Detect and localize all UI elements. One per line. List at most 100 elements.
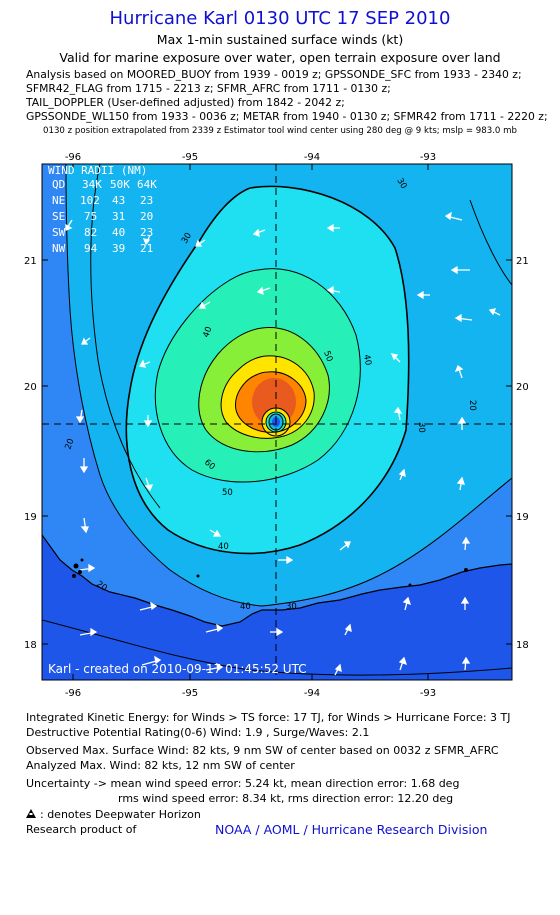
wind-arrow — [390, 353, 401, 363]
wind-radii-cell: 102 — [80, 194, 100, 207]
wind-radii-header-64k: 64K — [137, 178, 157, 191]
lon-tick-bottom: -96 — [65, 688, 81, 699]
wind-arrow — [444, 211, 463, 221]
contour-label: 50 — [222, 488, 233, 498]
wind-arrow — [339, 541, 351, 551]
wind-radii-header-qd: QD — [52, 178, 65, 191]
wind-arrow — [402, 596, 412, 611]
wind-arrow — [460, 596, 470, 610]
wind-arrow — [326, 285, 341, 295]
wind-arrow — [461, 536, 471, 551]
wind-arrow — [398, 468, 406, 481]
wind-arrow — [79, 563, 96, 573]
deepwater-legend: : denotes Deepwater Horizon — [26, 808, 201, 821]
wind-arrow — [326, 223, 340, 233]
contour-label: 30 — [394, 177, 408, 191]
land-mexico — [42, 535, 512, 680]
wind-arrow — [344, 623, 352, 636]
noaa-link[interactable]: NOAA / AOML / Hurricane Research Divisio… — [215, 822, 488, 837]
lat-tick-left: 20 — [24, 382, 37, 393]
wind-arrow — [143, 415, 153, 428]
wind-radii-header-34k: 34K — [82, 178, 102, 191]
lat-tick-left: 21 — [24, 256, 37, 267]
lat-tick-right: 20 — [516, 382, 529, 393]
wind-arrow — [80, 517, 89, 534]
wind-radii-table: WIND RADII (NM) QD 34K 50K 64K NE 102 43… — [48, 164, 157, 255]
wind-arrow — [205, 662, 224, 672]
wind-arrow — [75, 409, 85, 424]
coastal-islets — [72, 558, 468, 587]
lon-tick-bottom: -94 — [304, 688, 320, 699]
wind-radii-cell: NW — [52, 242, 66, 255]
lon-tick-top: -95 — [182, 152, 198, 163]
wind-radii-cell: 20 — [140, 210, 153, 223]
wind-arrow — [139, 601, 158, 611]
wind-arrow — [79, 458, 89, 474]
position-note: 0130 z position extrapolated from 2339 z… — [43, 126, 517, 136]
wind-arrow — [270, 627, 284, 637]
wind-radii-cell: 75 — [84, 210, 97, 223]
coastline — [42, 534, 512, 627]
uncertainty-line-1: Uncertainty -> mean wind speed error: 5.… — [26, 777, 460, 790]
wind-radii-cell: 23 — [140, 226, 153, 239]
contour-label: 20 — [63, 437, 76, 451]
wind-arrow — [398, 656, 408, 671]
lon-tick-top: -96 — [65, 152, 81, 163]
wind-arrow — [416, 290, 430, 300]
contour-label: 30 — [416, 422, 426, 433]
deepwater-legend-text: : denotes Deepwater Horizon — [40, 808, 201, 821]
wind-arrow — [454, 313, 473, 323]
wind-arrow — [199, 301, 211, 309]
wind-arrow — [454, 364, 464, 379]
wind-arrow — [488, 308, 501, 316]
wind-arrow — [141, 655, 162, 666]
wind-arrow — [450, 265, 470, 275]
wind-arrow — [79, 627, 98, 637]
lat-tick-left: 19 — [24, 512, 37, 523]
wind-radii-cell: 40 — [112, 226, 125, 239]
wind-arrow — [278, 555, 294, 565]
analysis-line-3: TAIL_DOPPLER (User-defined adjusted) fro… — [26, 96, 345, 109]
lon-tick-top: -93 — [420, 152, 436, 163]
lon-tick-bottom: -95 — [182, 688, 198, 699]
oil-rig-icon — [26, 808, 36, 821]
contour-label: 30 — [180, 231, 194, 245]
map-subtitle-exposure: Valid for marine exposure over water, op… — [59, 50, 501, 65]
map-title: Hurricane Karl 0130 UTC 17 SEP 2010 — [109, 8, 451, 29]
wind-arrow — [144, 477, 154, 492]
wind-radii-cell: 31 — [112, 210, 125, 223]
wind-arrow — [334, 663, 342, 676]
wind-arrow — [256, 286, 271, 296]
wind-arrow — [252, 228, 266, 238]
map-credit: Karl - created on 2010-09-17 01:45:52 UT… — [48, 662, 307, 676]
analysis-line-2: SFMR42_FLAG from 1715 - 2213 z; SFMR_AFR… — [26, 82, 391, 95]
dpr-line: Destructive Potential Rating(0-6) Wind: … — [26, 726, 370, 739]
observed-max-line: Observed Max. Surface Wind: 82 kts, 9 nm… — [26, 744, 499, 757]
contour-label: 30 — [286, 602, 297, 612]
wind-arrow — [461, 656, 471, 671]
wind-radii-cell: 23 — [140, 194, 153, 207]
wind-radii-header-50k: 50K — [110, 178, 130, 191]
wind-radii-cell: 94 — [84, 242, 98, 255]
lat-tick-right: 19 — [516, 512, 529, 523]
contour-label: 40 — [201, 325, 214, 339]
lat-tick-left: 18 — [24, 640, 37, 651]
wind-radii-cell: 21 — [140, 242, 153, 255]
contour-label: 40 — [240, 602, 251, 612]
analysis-line-4: GPSSONDE_WL150 from 1933 - 0036 z; METAR… — [26, 110, 548, 123]
wind-radii-cell: 39 — [112, 242, 125, 255]
wind-radii-cell: SE — [52, 210, 65, 223]
lat-tick-right: 18 — [516, 640, 529, 651]
lon-tick-top: -94 — [304, 152, 320, 163]
contour-label: 50 — [321, 350, 334, 364]
lon-tick-bottom: -93 — [420, 688, 436, 699]
plot-frame — [41, 163, 513, 681]
wind-arrow — [195, 239, 206, 247]
wind-arrow — [142, 234, 151, 246]
analysis-line-1: Analysis based on MOORED_BUOY from 1939 … — [26, 68, 522, 81]
lat-tick-right: 21 — [516, 256, 529, 267]
wind-radii-cell: SW — [52, 226, 66, 239]
wind-vectors — [65, 211, 501, 676]
wind-arrow — [65, 219, 73, 231]
wind-arrow — [205, 623, 224, 633]
